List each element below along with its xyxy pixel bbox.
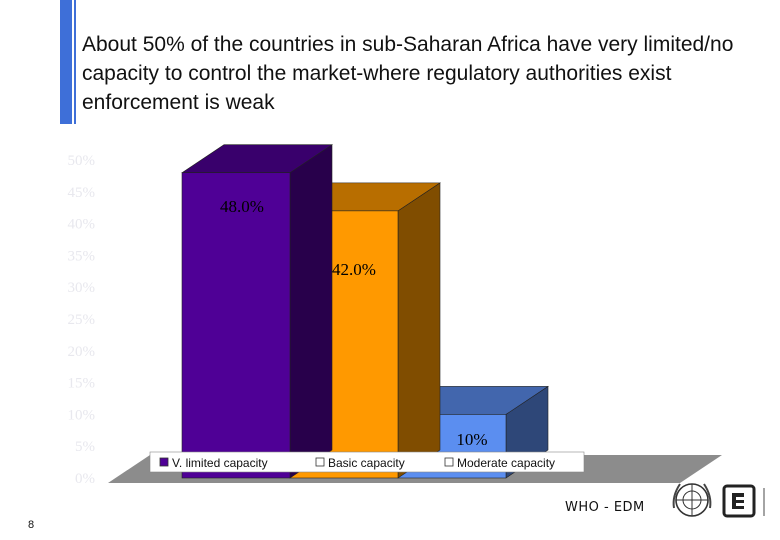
y-axis-ticks: 0% 5% 10% 15% 20% 25% 30% 35% 40% 45% 50% (68, 153, 96, 487)
y-tick-label: 25% (68, 312, 96, 328)
y-tick-label: 10% (68, 407, 96, 423)
bar-1 (181, 144, 333, 479)
bars (181, 144, 549, 479)
y-tick-label: 35% (68, 248, 96, 264)
legend-swatch (159, 457, 169, 467)
edm-logo-icon (722, 484, 765, 518)
title-accent-line (74, 0, 76, 124)
y-tick-label: 45% (68, 185, 96, 201)
data-label: 42.0% (332, 260, 376, 279)
title-accent-bar (60, 0, 72, 124)
chart-legend: V. limited capacity Basic capacity Moderat… (149, 451, 585, 473)
legend-label: Basic capacity (328, 456, 405, 470)
legend-label: Moderate capacity (457, 456, 555, 470)
legend-swatch (315, 457, 325, 467)
un-emblem-icon (672, 483, 712, 517)
legend-label: V. limited capacity (172, 456, 268, 470)
y-tick-label: 30% (68, 280, 96, 296)
y-tick-label: 0% (75, 471, 95, 487)
data-label: 10% (456, 430, 487, 449)
bar-front (181, 172, 291, 479)
slide-title: About 50% of the countries in sub-Sahara… (82, 33, 734, 114)
page-number: 8 (28, 519, 35, 531)
y-tick-label: 40% (68, 217, 96, 233)
bar-side (397, 182, 441, 479)
legend-swatch (444, 457, 454, 467)
legend-box (149, 451, 585, 473)
y-tick-label: 5% (75, 439, 95, 455)
bar-side (289, 144, 333, 479)
y-tick-label: 15% (68, 376, 96, 392)
footer-label: WHO - EDM (565, 500, 645, 515)
y-tick-label: 20% (68, 344, 96, 360)
data-label: 48.0% (220, 197, 264, 216)
y-tick-label: 50% (68, 153, 96, 169)
data-labels: 48.0% 42.0% 10% (220, 197, 488, 449)
